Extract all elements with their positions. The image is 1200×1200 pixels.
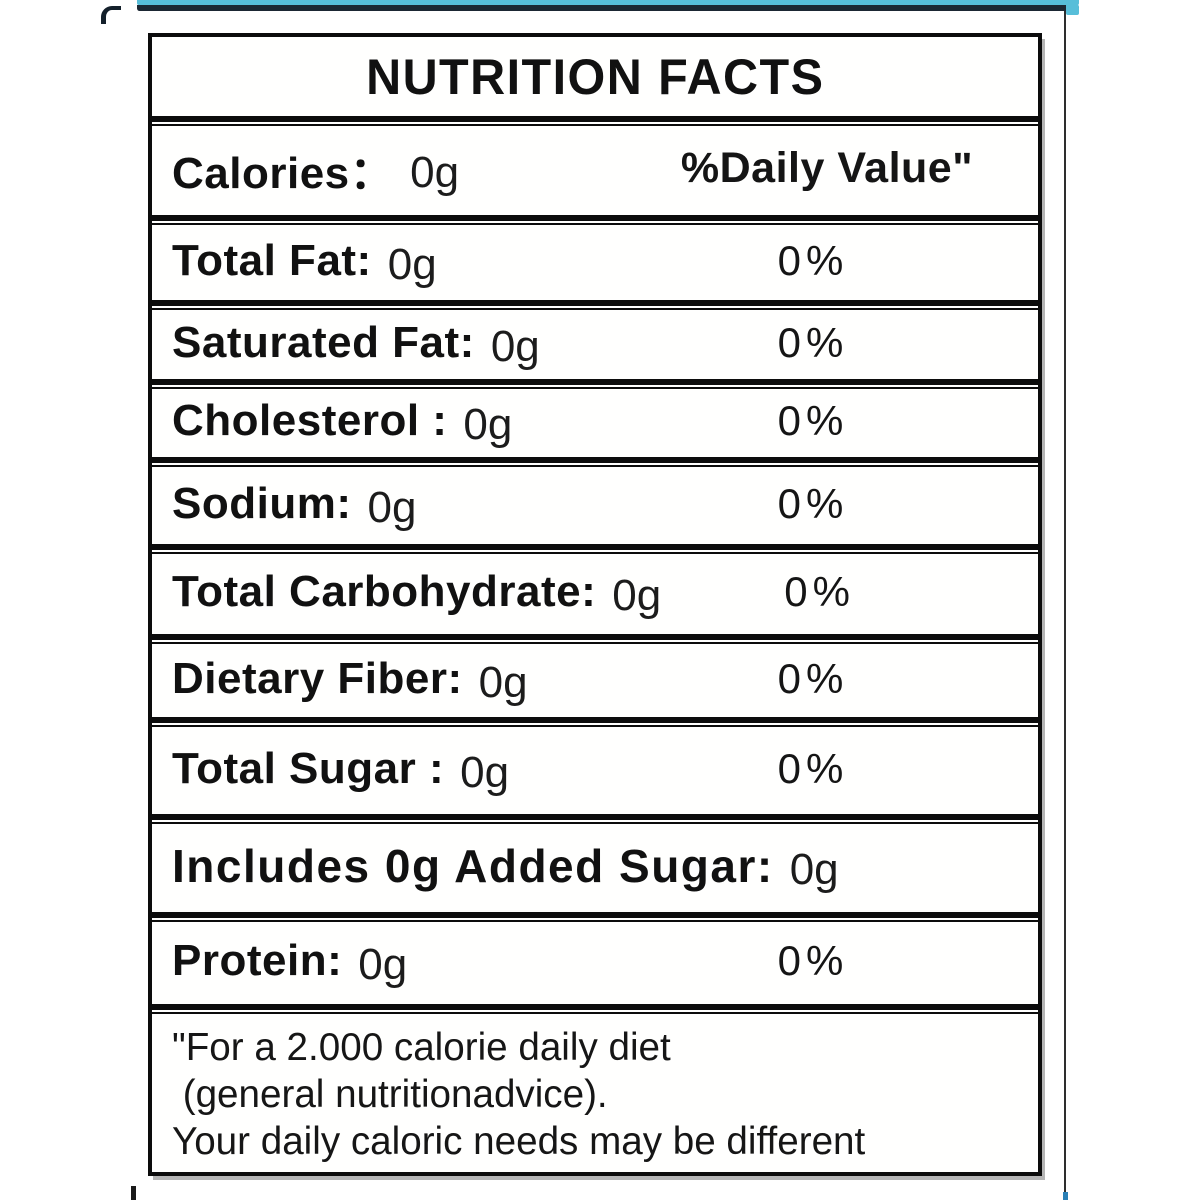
- dietary-fiber-percent: 0%: [777, 654, 849, 702]
- added-sugar-value: 0g: [789, 845, 839, 894]
- cholesterol-percent: 0%: [777, 397, 849, 444]
- added-sugar-label: Includes 0g Added Sugar:: [172, 840, 774, 892]
- total-carbohydrate-row: Total Carbohydrate: 0g 0%: [151, 544, 1039, 634]
- package-right-edge: [1064, 11, 1066, 1196]
- package-bottom-right-tick: [1063, 1192, 1068, 1200]
- protein-value: 0g: [358, 940, 408, 989]
- footnote-line-2: (general nutritionadvice).: [172, 1073, 608, 1116]
- total-sugar-cell: Total Sugar : 0g: [172, 743, 648, 797]
- saturated-fat-label: Saturated Fat:: [172, 317, 475, 367]
- nutrition-facts-title: NUTRITION FACTS: [365, 48, 825, 105]
- dietary-fiber-value: 0g: [478, 657, 528, 707]
- sodium-row: Sodium: 0g 0%: [151, 457, 1039, 544]
- dietary-fiber-label: Dietary Fiber:: [172, 653, 463, 703]
- cholesterol-value: 0g: [463, 400, 513, 449]
- cholesterol-row: Cholesterol : 0g 0%: [151, 379, 1039, 457]
- saturated-fat-cell: Saturated Fat: 0g: [172, 317, 648, 371]
- total-carbohydrate-percent: 0%: [784, 568, 855, 615]
- calories-label: Calories：: [172, 148, 395, 198]
- package-top-blue-edge: [137, 0, 1079, 5]
- total-fat-row: Total Fat: 0g 0%: [151, 215, 1039, 300]
- total-sugar-value: 0g: [460, 747, 510, 797]
- protein-row: Protein: 0g 0%: [151, 912, 1039, 1004]
- total-carbohydrate-value: 0g: [612, 571, 662, 620]
- nutrition-facts-label: NUTRITION FACTS Calories： 0g %Daily Valu…: [148, 33, 1042, 1176]
- cholesterol-cell: Cholesterol : 0g: [172, 396, 648, 449]
- calories-cell: Calories： 0g: [172, 137, 632, 201]
- daily-value-column-header: %Daily Value": [680, 144, 974, 192]
- total-sugar-row: Total Sugar : 0g 0%: [151, 717, 1039, 814]
- footnote-line-3: Your daily caloric needs may be differen…: [172, 1120, 866, 1163]
- footnote-line-1: "For a 2.000 calorie daily diet: [172, 1026, 671, 1069]
- cholesterol-label: Cholesterol :: [172, 396, 448, 445]
- sodium-cell: Sodium: 0g: [172, 478, 648, 532]
- total-sugar-percent: 0%: [777, 744, 849, 792]
- protein-cell: Protein: 0g: [172, 936, 648, 989]
- sodium-percent: 0%: [777, 479, 849, 527]
- calories-row: Calories： 0g %Daily Value": [151, 116, 1039, 215]
- total-fat-cell: Total Fat: 0g: [172, 235, 648, 289]
- package-bottom-left-tick: [131, 1186, 136, 1200]
- saturated-fat-percent: 0%: [777, 318, 849, 366]
- sodium-value: 0g: [367, 482, 417, 532]
- total-fat-percent: 0%: [777, 236, 849, 284]
- total-fat-label: Total Fat:: [172, 235, 372, 285]
- dietary-fiber-row: Dietary Fiber: 0g 0%: [151, 634, 1039, 717]
- protein-label: Protein:: [172, 936, 343, 985]
- total-carbohydrate-label: Total Carbohydrate:: [172, 567, 597, 616]
- added-sugar-row: Includes 0g Added Sugar: 0g: [151, 814, 1039, 912]
- sodium-label: Sodium:: [172, 478, 352, 528]
- total-fat-value: 0g: [387, 239, 437, 289]
- protein-percent: 0%: [777, 937, 849, 984]
- total-carbohydrate-cell: Total Carbohydrate: 0g: [172, 567, 661, 620]
- package-top-dark-edge: [137, 5, 1079, 11]
- saturated-fat-row: Saturated Fat: 0g 0%: [151, 300, 1039, 379]
- nutrition-facts-header: NUTRITION FACTS: [152, 37, 1038, 116]
- package-corner-top-right: [1066, 0, 1079, 15]
- total-sugar-label: Total Sugar :: [172, 743, 445, 793]
- saturated-fat-value: 0g: [490, 321, 540, 371]
- package-corner-top-left: [101, 6, 121, 24]
- dietary-fiber-cell: Dietary Fiber: 0g: [172, 653, 648, 707]
- footnote: "For a 2.000 calorie daily diet (general…: [151, 1004, 1039, 1172]
- calories-value: 0g: [410, 147, 460, 197]
- added-sugar-cell: Includes 0g Added Sugar: 0g: [172, 839, 908, 894]
